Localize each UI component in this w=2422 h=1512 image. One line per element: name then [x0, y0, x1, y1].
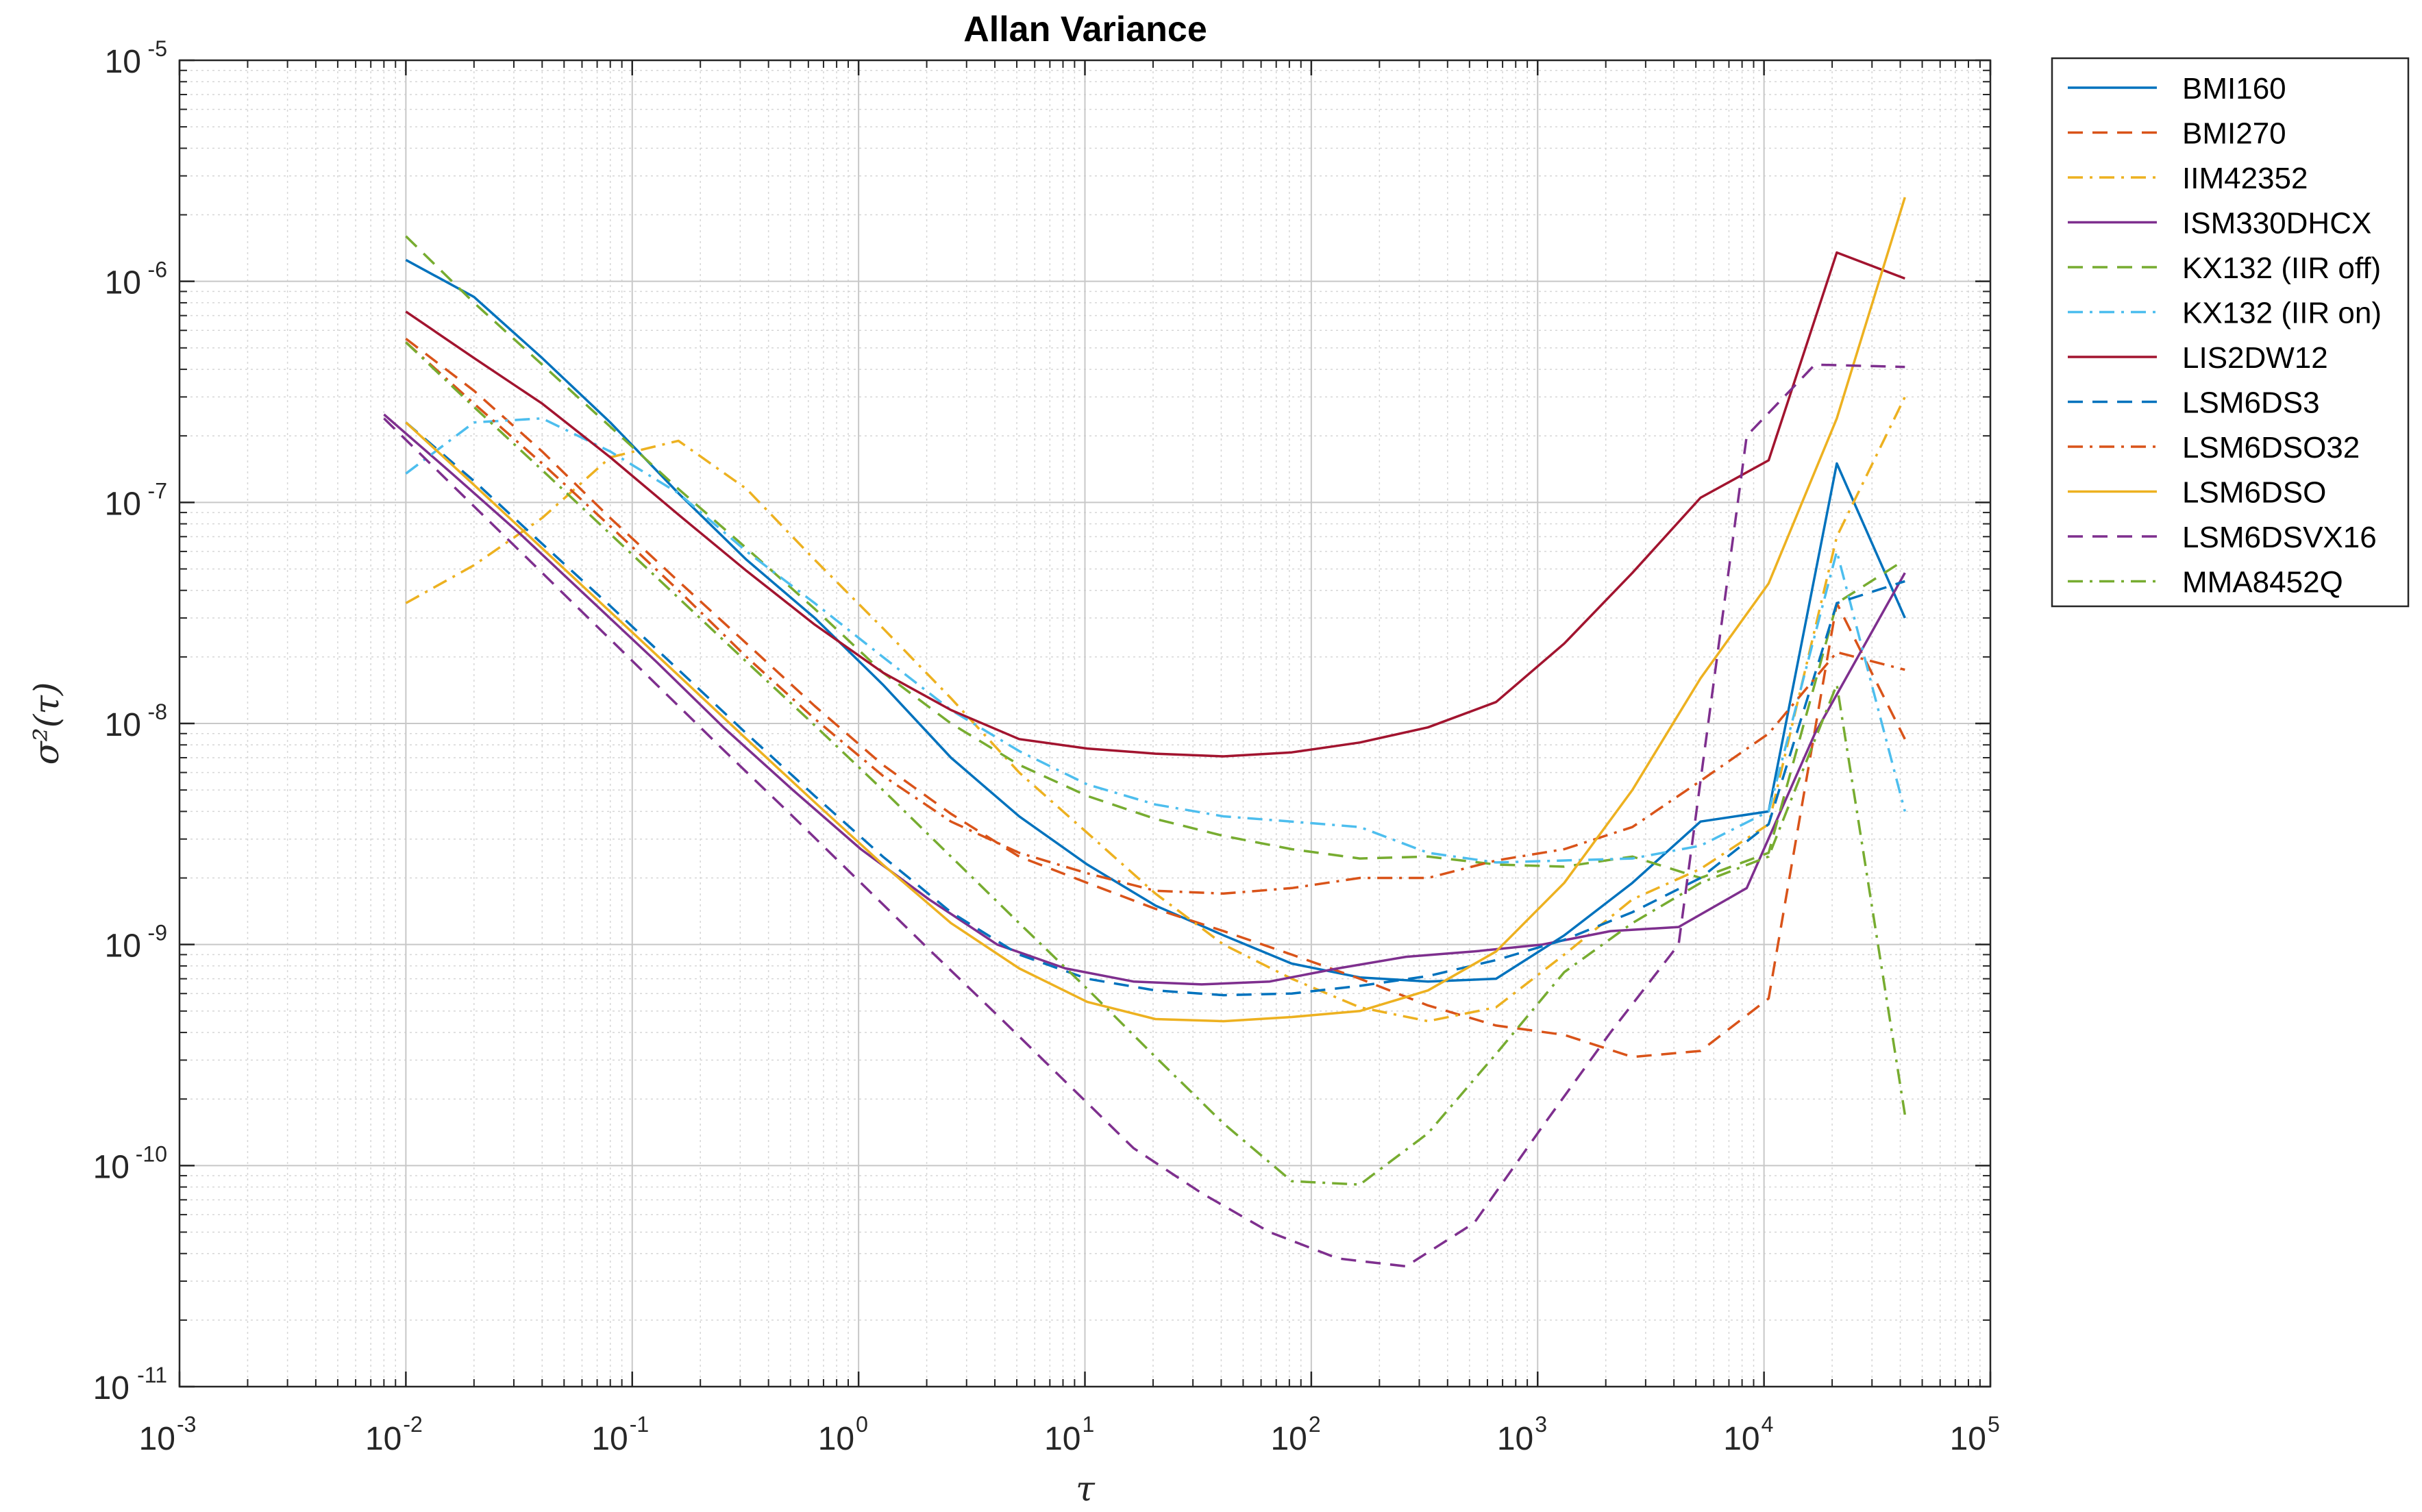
y-axis-label: σ²(τ) [27, 682, 66, 765]
y-tick-label-base: 10 [93, 1149, 129, 1185]
x-tick-label-base: 10 [365, 1421, 401, 1457]
series-line-6 [405, 251, 1905, 758]
y-tick-label-exponent: -11 [137, 1363, 167, 1387]
y-tick-label-base: 10 [105, 44, 141, 80]
legend-label: MMA8452Q [2182, 566, 2343, 599]
y-tick-label-exponent: -7 [148, 478, 167, 503]
y-tick-label: -10 10 [93, 1141, 167, 1185]
x-tick-label: 10 1 [1044, 1412, 1094, 1457]
y-tick-label-exponent: -6 [148, 258, 167, 282]
x-tick-label: 10 -2 [365, 1412, 423, 1457]
x-tick-label-base: 10 [1270, 1421, 1307, 1457]
x-tick-label: 10 3 [1497, 1412, 1547, 1457]
legend-item: KX132 (IIR off) [2068, 251, 2381, 285]
legend-item: BMI160 [2068, 72, 2286, 106]
series-lines [383, 197, 1907, 1268]
y-tick-label: -7 10 [105, 478, 167, 522]
series-line-2 [405, 396, 1906, 1023]
chart-title: Allan Variance [963, 10, 1207, 49]
y-tick-label: -6 10 [105, 258, 167, 301]
y-tick-label-base: 10 [105, 707, 141, 743]
legend-item: BMI270 [2068, 117, 2286, 151]
legend-item: LSM6DSO [2068, 476, 2326, 510]
y-tick-label-exponent: -10 [136, 1141, 167, 1166]
x-tick-label-exponent: 2 [1309, 1412, 1321, 1437]
x-tick-label-base: 10 [1497, 1421, 1533, 1457]
x-tick-label: 10 0 [818, 1412, 868, 1457]
legend-label: IIM42352 [2182, 162, 2308, 195]
legend-items: BMI160 BMI270 IIM42352 ISM330DHCX KX132 (IIR… [2068, 72, 2382, 599]
legend-item: MMA8452Q [2068, 566, 2343, 599]
legend-label: KX132 (IIR on) [2182, 297, 2382, 330]
x-tick-label-exponent: 4 [1762, 1412, 1774, 1437]
y-tick-label-exponent: -8 [148, 699, 167, 724]
x-axis-label: τ [1076, 1469, 1096, 1509]
y-tick-label-base: 10 [93, 1370, 129, 1406]
legend-item: KX132 (IIR on) [2068, 297, 2382, 330]
y-tick-label: -9 10 [105, 921, 167, 965]
y-tick-label: -8 10 [105, 699, 167, 743]
y-tick-label-exponent: -9 [148, 921, 167, 945]
y-tick-label-exponent: -5 [148, 36, 167, 61]
x-tick-label-exponent: 0 [856, 1412, 868, 1437]
x-tick-label-base: 10 [591, 1421, 628, 1457]
series-line-7 [405, 421, 1905, 997]
x-tick-label-base: 10 [1950, 1421, 1986, 1457]
legend-item: LSM6DS3 [2068, 386, 2320, 420]
x-tick-label-exponent: 3 [1535, 1412, 1547, 1437]
x-tick-label-base: 10 [818, 1421, 854, 1457]
x-axis-tick-labels: 10 -3 10 -2 10 -1 10 0 10 1 10 2 10 3 10 4 10 5 [139, 1412, 2000, 1457]
x-tick-label: 10 2 [1270, 1412, 1320, 1457]
legend-item: ISM330DHCX [2068, 207, 2371, 240]
series-line-4 [405, 235, 1906, 880]
legend-label: BMI160 [2182, 72, 2286, 106]
series-line-8 [405, 341, 1905, 895]
legend-item: LIS2DW12 [2068, 341, 2328, 375]
legend-label: LSM6DSVX16 [2182, 521, 2377, 554]
x-tick-label: 10 -1 [591, 1412, 649, 1457]
y-tick-label-base: 10 [105, 265, 141, 301]
x-tick-label: 10 -3 [139, 1412, 197, 1457]
y-axis-tick-labels: -11 10 -10 10 -9 10 -8 10 -7 10 -6 10 -5 10 [93, 36, 167, 1406]
x-tick-label-exponent: -1 [630, 1412, 649, 1437]
x-tick-label-base: 10 [1723, 1421, 1759, 1457]
x-tick-label-base: 10 [139, 1421, 175, 1457]
x-tick-label-exponent: 5 [1988, 1412, 2000, 1437]
y-tick-label: -5 10 [105, 36, 167, 80]
legend-box [2051, 57, 2410, 608]
series-line-9 [405, 197, 1906, 1023]
legend-item: IIM42352 [2068, 162, 2308, 195]
legend-item: LSM6DSO32 [2068, 431, 2360, 464]
legend-label: LSM6DSO [2182, 476, 2326, 510]
axis-ticks [178, 59, 1992, 1388]
legend-label: LSM6DS3 [2182, 386, 2320, 420]
legend-label: KX132 (IIR off) [2182, 251, 2381, 285]
legend-item: LSM6DSVX16 [2068, 521, 2377, 554]
x-tick-label-base: 10 [1044, 1421, 1080, 1457]
series-line-1 [405, 338, 1906, 1058]
legend-label: LIS2DW12 [2182, 341, 2328, 375]
series-line-5 [405, 417, 1906, 864]
legend-label: ISM330DHCX [2182, 207, 2371, 240]
y-tick-label: -11 10 [93, 1363, 167, 1406]
legend-label: LSM6DSO32 [2182, 431, 2360, 464]
legend-label: BMI270 [2182, 117, 2286, 151]
series-line-3 [383, 413, 1906, 986]
x-tick-label-exponent: -2 [403, 1412, 422, 1437]
series-line-10 [383, 363, 1905, 1268]
x-tick-label: 10 4 [1723, 1412, 1773, 1457]
y-tick-label-base: 10 [105, 486, 141, 522]
x-tick-label-exponent: -3 [177, 1412, 196, 1437]
x-tick-label: 10 5 [1950, 1412, 2000, 1457]
y-tick-label-base: 10 [105, 928, 141, 965]
legend: BMI160 BMI270 IIM42352 ISM330DHCX KX132 (IIR… [2051, 57, 2410, 608]
x-tick-label-exponent: 1 [1083, 1412, 1095, 1437]
